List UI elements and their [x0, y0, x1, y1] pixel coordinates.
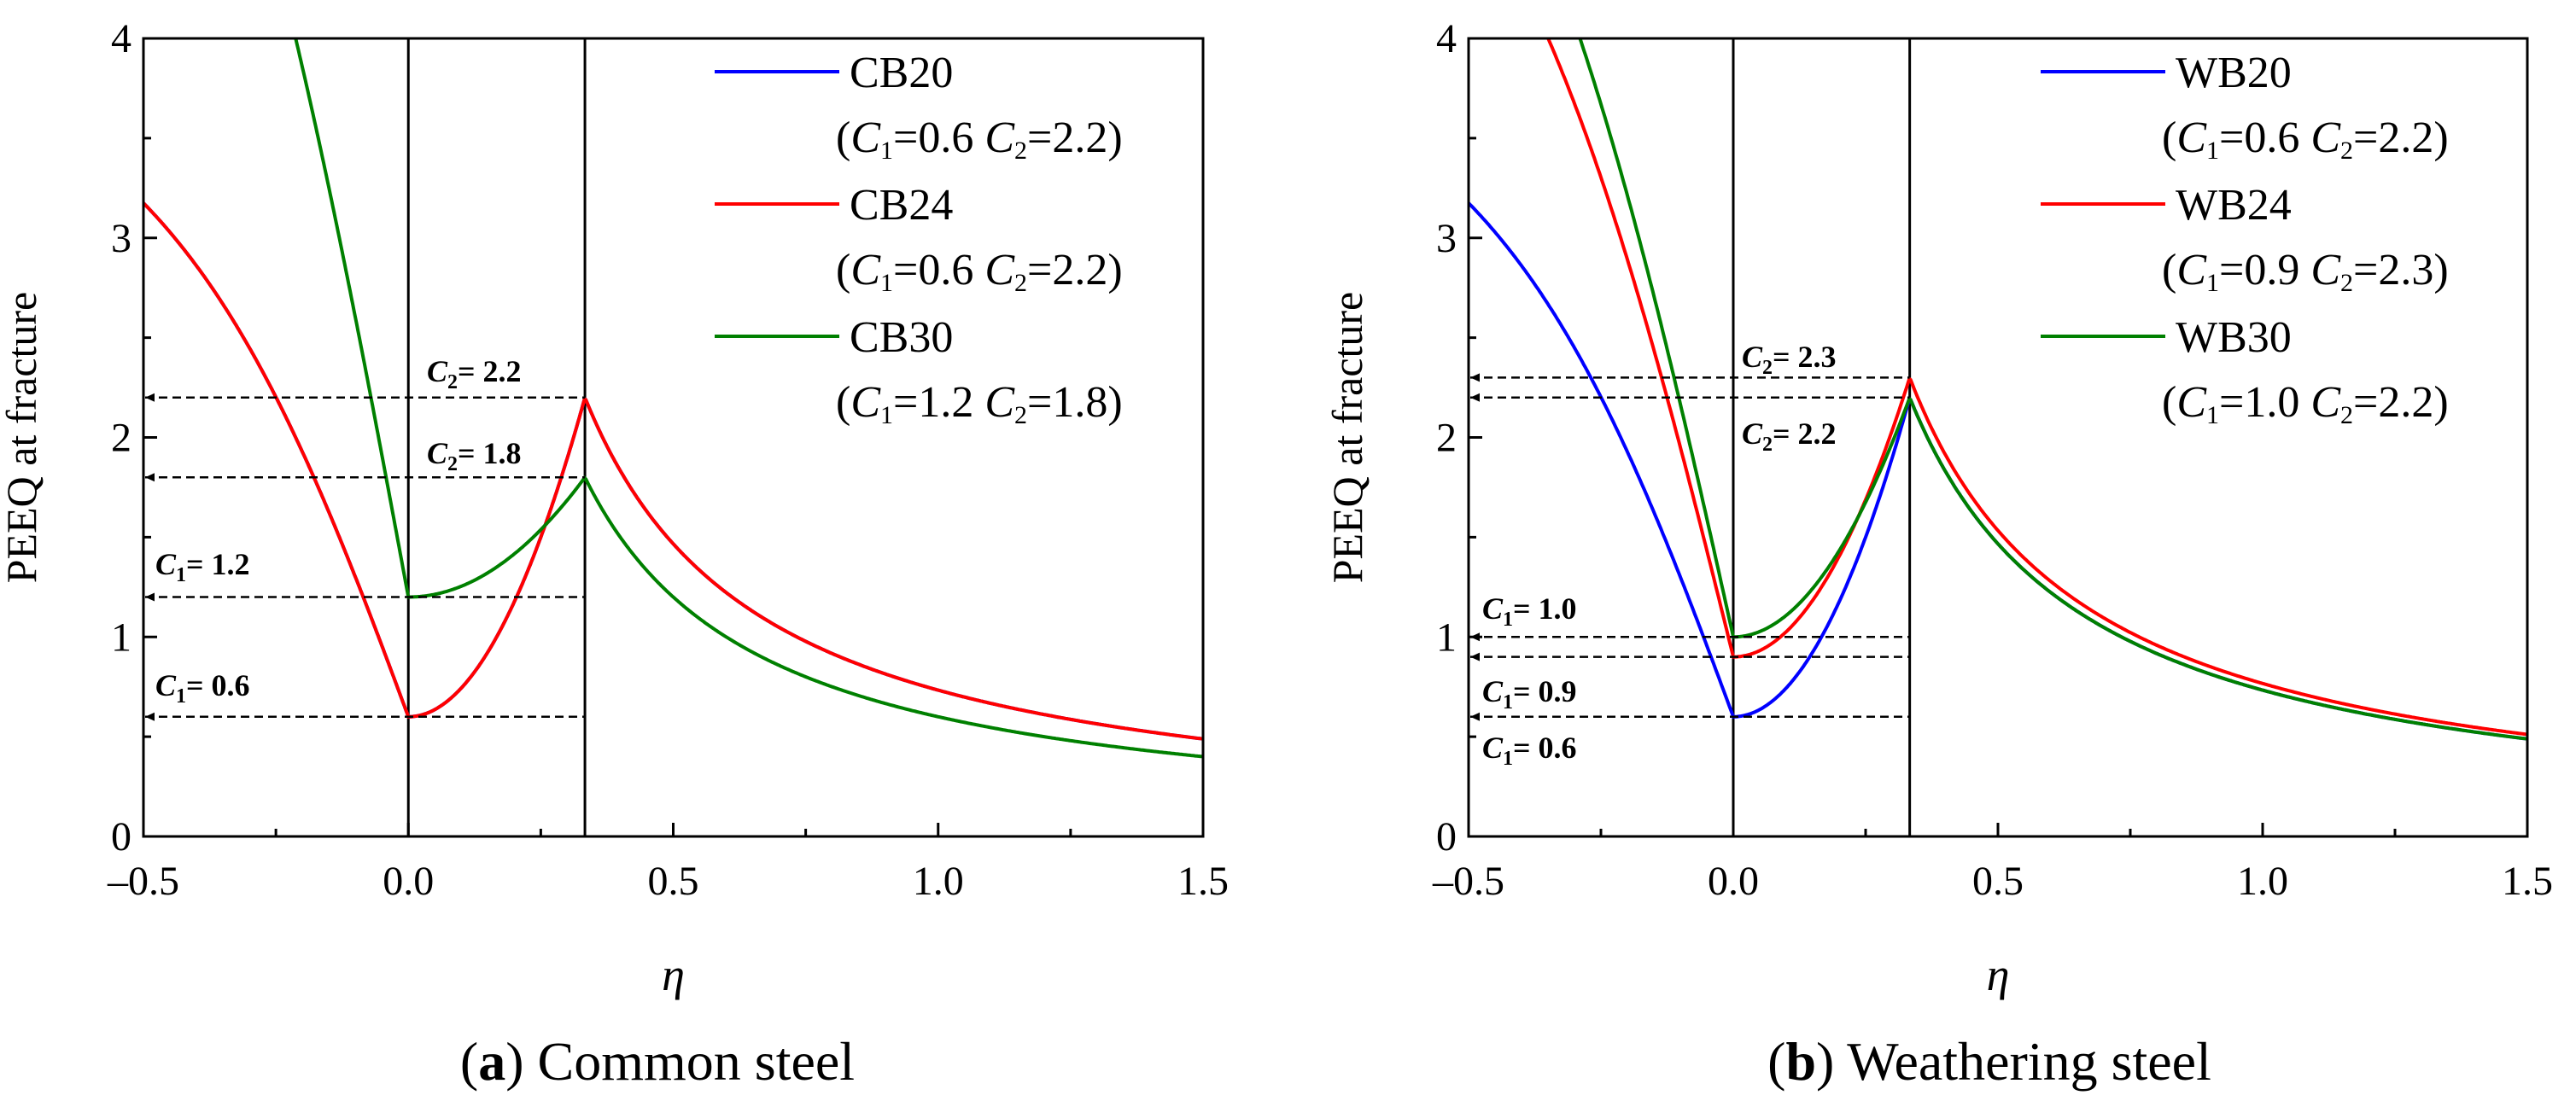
- panel-b: –0.5 0.0 0.5 1.0 1.5 0 1 2 3 4 PEEQ at fracture η (b…: [1323, 16, 2553, 1092]
- legend-series-name: WB20: [2176, 49, 2292, 97]
- y-tick-label: 0: [111, 814, 131, 859]
- legend-series-params: (C1=1.2 C2=1.8): [836, 378, 1123, 429]
- series-line-cb30: [294, 38, 1203, 759]
- panel-caption: (b) Weathering steel: [1767, 1031, 2211, 1092]
- annotation-label: C2= 2.2: [1742, 417, 1837, 456]
- x-tick-label: 0.5: [1972, 859, 2024, 904]
- legend-series-name: WB30: [2176, 313, 2292, 362]
- x-tick-label: 0.5: [648, 859, 699, 904]
- x-tick-label: –0.5: [107, 859, 179, 904]
- legend-series-name: CB24: [850, 181, 953, 230]
- x-tick-label: 0.0: [1708, 859, 1759, 904]
- series-line-wb30: [1578, 38, 2527, 741]
- y-tick-label: 3: [1436, 216, 1457, 261]
- y-axis-label: PEEQ at fracture: [1323, 292, 1371, 584]
- x-tick-label: 1.5: [1177, 859, 1229, 904]
- y-tick-label: 0: [1436, 814, 1457, 859]
- series-line-cb24: [143, 201, 1203, 741]
- x-axis-label: η: [662, 949, 685, 1000]
- y-tick-label: 4: [1436, 16, 1457, 61]
- annotation-label: C2= 2.2: [427, 354, 522, 393]
- legend-series-params: (C1=0.9 C2=2.3): [2162, 246, 2449, 297]
- legend-series-params: (C1=0.6 C2=2.2): [836, 114, 1123, 165]
- y-tick-label: 4: [111, 16, 131, 61]
- annotation-label: C2= 2.3: [1742, 340, 1837, 379]
- y-tick-label: 3: [111, 216, 131, 261]
- legend-series-params: (C1=1.0 C2=2.2): [2162, 378, 2449, 429]
- x-tick-label: 1.5: [2502, 859, 2553, 904]
- panel-a: –0.5 0.0 0.5 1.0 1.5 0 1 2 3 4 PEEQ at fracture η (a…: [0, 16, 1229, 1092]
- series-group: [143, 38, 1203, 759]
- y-tick-label: 1: [111, 615, 131, 660]
- annotation-label: C1= 0.6: [155, 668, 250, 708]
- annotation-label: C1= 0.9: [1482, 674, 1577, 714]
- x-tick-label: 1.0: [913, 859, 964, 904]
- x-tick-label: –0.5: [1432, 859, 1504, 904]
- legend-series-params: (C1=0.6 C2=2.2): [2162, 114, 2449, 165]
- legend-series-name: CB30: [850, 313, 953, 362]
- series-group: [1469, 38, 2527, 741]
- legend-series-name: WB24: [2176, 181, 2292, 230]
- panel-caption: (a) Common steel: [460, 1031, 855, 1092]
- legend-series-name: CB20: [850, 49, 953, 97]
- annotation-label: C1= 1.0: [1482, 591, 1577, 631]
- y-axis-label: PEEQ at fracture: [0, 292, 45, 584]
- y-tick-label: 1: [1436, 615, 1457, 660]
- legend: WB20 (C1=0.6 C2=2.2) WB24 (C1=0.9 C2=2.3) WB…: [2041, 49, 2449, 429]
- legend: CB20 (C1=0.6 C2=2.2) CB24 (C1=0.6 C2=2.2) CB…: [715, 49, 1123, 429]
- series-line-wb24: [1546, 38, 2527, 737]
- x-axis-label: η: [1987, 949, 2010, 1000]
- annotation-label: C2= 1.8: [427, 436, 522, 475]
- annotation-label: C1= 0.6: [1482, 731, 1577, 770]
- annotation-label: C1= 1.2: [155, 547, 250, 586]
- x-tick-label: 0.0: [383, 859, 434, 904]
- y-tick-label: 2: [111, 416, 131, 461]
- legend-series-params: (C1=0.6 C2=2.2): [836, 246, 1123, 297]
- y-tick-label: 2: [1436, 416, 1457, 461]
- x-tick-label: 1.0: [2237, 859, 2288, 904]
